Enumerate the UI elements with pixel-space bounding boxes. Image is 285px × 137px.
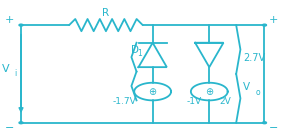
Text: ⊕: ⊕ xyxy=(205,87,213,97)
Text: +: + xyxy=(5,15,14,25)
Text: 2V: 2V xyxy=(219,97,231,105)
Text: -1V: -1V xyxy=(186,97,201,105)
Text: 1: 1 xyxy=(137,49,142,58)
Circle shape xyxy=(262,122,266,124)
Text: +: + xyxy=(269,15,278,25)
Text: V: V xyxy=(243,82,251,92)
Circle shape xyxy=(19,122,23,124)
Text: 2.7V: 2.7V xyxy=(243,53,265,63)
Text: i: i xyxy=(14,69,16,78)
Text: −: − xyxy=(5,123,14,133)
Text: o: o xyxy=(256,88,260,97)
Text: D: D xyxy=(131,45,139,55)
Text: ⊕: ⊕ xyxy=(148,87,157,97)
Text: -1.7V: -1.7V xyxy=(113,97,136,105)
Circle shape xyxy=(19,24,23,26)
Circle shape xyxy=(262,24,266,26)
Text: R: R xyxy=(102,8,109,18)
Text: V: V xyxy=(2,64,9,73)
Text: −: − xyxy=(269,123,278,133)
